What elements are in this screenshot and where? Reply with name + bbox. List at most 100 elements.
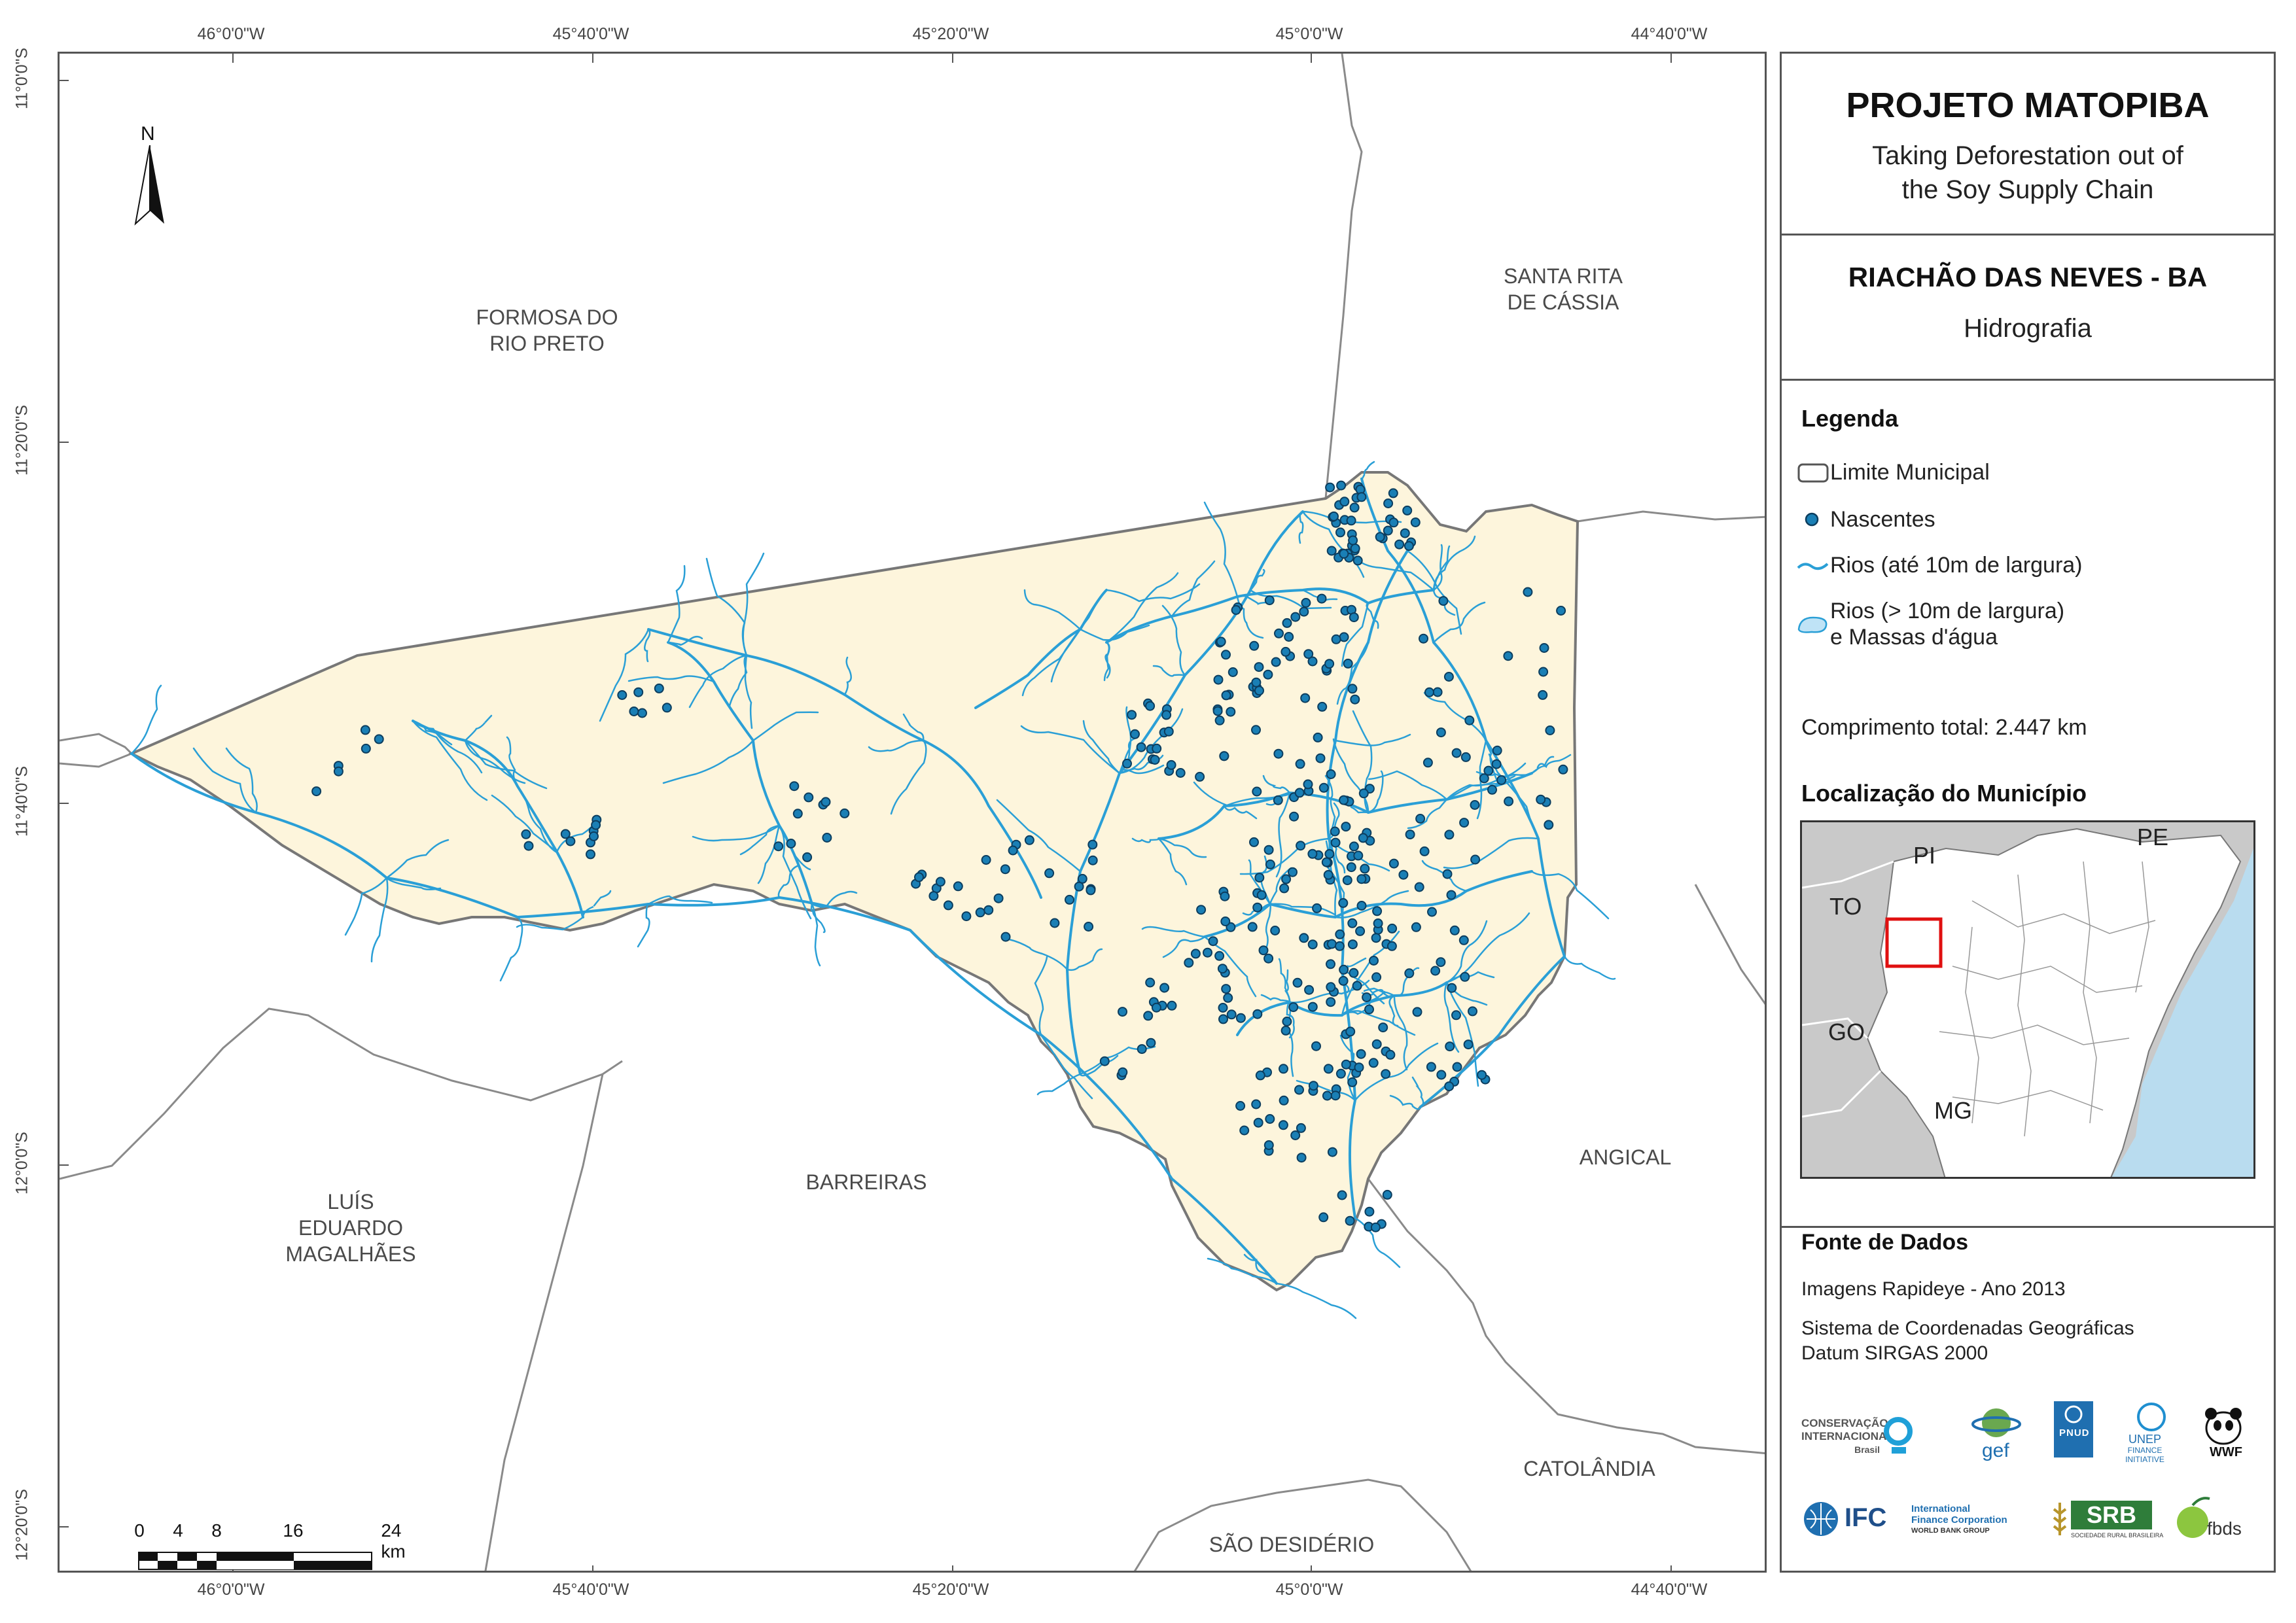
logo-unep-fi: UNEP FINANCE INITIATIVE [2122,1401,2181,1467]
spring-point [1307,939,1318,950]
spring-point [1323,1064,1333,1074]
river-segment [1341,602,1369,667]
river-segment [868,739,925,752]
spring-point [1352,555,1363,566]
river-segment [1445,762,1527,801]
spring-point [1280,646,1291,657]
spring-point [1316,593,1327,604]
river-segment [811,890,858,908]
spring-point [1289,811,1299,822]
river-segment [1157,772,1533,840]
river-segment [1157,837,1207,858]
spring-point [1436,957,1446,968]
spring-point [1338,975,1349,986]
spring-point [1322,1091,1332,1101]
fbds-logo-icon [2177,1497,2210,1538]
logo-wwf: WWF [2200,1405,2253,1463]
spring-point [1220,916,1231,926]
river-segment [1162,935,1206,958]
legend-label-rivers-small: Rios (até 10m de largura) [1830,553,2083,578]
spring-point [1281,874,1292,884]
label-barreiras: BARREIRAS [805,1170,927,1194]
spring-point [1449,925,1460,935]
spring-point [1252,902,1263,913]
spring-point [1217,964,1227,974]
spring-point [1304,985,1315,995]
spring-point [1483,765,1494,776]
spring-point [1044,868,1055,879]
spring-point [1463,1039,1474,1050]
spring-point [1000,932,1011,942]
spring-point [1538,689,1548,700]
spring-point [1326,769,1336,779]
data-source-title: Fonte de Dados [1801,1230,1969,1255]
river-segment [1445,920,1488,984]
spring-point [1446,890,1457,900]
spring-point [1263,845,1274,855]
unep-logo-icon [2137,1403,2166,1431]
spring-point [1152,743,1162,754]
spring-point [1556,606,1566,616]
total-length-label: Comprimento total: 2.447 km [1801,715,2087,740]
coord-left-11-20: 11°20'0"S [12,405,31,476]
spring-point [1436,727,1446,738]
coord-left-11-40: 11°40'0"S [12,766,31,837]
inset-state-lines [1802,860,1894,1118]
river-segment [1284,969,1291,1003]
river-segment [644,628,651,663]
spring-point [1143,1011,1154,1021]
legend-label-rivers-large: Rios (> 10m de largura) e Massas d'água [1830,598,2064,650]
spring-point [1253,1117,1263,1128]
river-segment [1239,837,1330,875]
north-label: N [141,123,155,145]
spring-point [1375,532,1385,542]
spring-point [1265,859,1275,869]
spring-point [1436,1070,1447,1080]
river-segment [1443,837,1540,869]
spring-point [789,781,800,792]
spring-point [1274,628,1284,638]
spring-point [1264,595,1275,606]
spring-point [981,855,991,865]
spring-point [1279,1095,1289,1106]
river-segment [1443,981,1460,1053]
spring-point [1346,515,1356,526]
label-luis-eduardo-magalhaes: LUÍS EDUARDO MAGALHÃES [285,1190,416,1266]
river-segment [1207,1257,1278,1285]
legend-title: Legenda [1801,405,1899,432]
spring-point [1335,929,1345,939]
map-canvas[interactable] [60,54,1767,1573]
spring-point [1321,857,1332,867]
spring-point [311,786,322,797]
river-segment [599,628,650,722]
spring-point [1356,1049,1366,1059]
river-segment [1249,568,1265,591]
spring-point [1290,612,1301,622]
coord-left-12-0: 12°0'0"S [12,1132,31,1195]
ci-logo-icon [1884,1417,1913,1454]
river-segment [739,824,781,856]
coord-left-11-0: 11°0'0"S [12,47,31,110]
spring-point [1544,820,1554,830]
spring-point [1326,546,1337,556]
spring-point [1195,771,1205,782]
spring-point [822,833,832,843]
river-segment [499,916,523,982]
river-segment [556,822,597,853]
spring-point [914,872,924,882]
spring-point [1338,898,1349,908]
spring-point [1086,885,1096,896]
spring-point [1313,732,1323,742]
river-segment [1530,870,1610,920]
river-segment [1530,756,1555,775]
coord-bottom-45-0: 45°0'0"W [1275,1580,1343,1599]
spring-point [1324,659,1335,669]
logo-srb: SRB SOCIEDADE RURAL BRASILEIRA [2050,1499,2163,1545]
spring-point [1184,958,1194,968]
label-angical: ANGICAL [1579,1145,1672,1169]
river-segment [1432,544,1443,591]
river-segment [996,799,1082,873]
ifc-globe-icon [1804,1502,1838,1536]
spring-point [1239,1125,1250,1136]
spring-point [1300,693,1311,703]
